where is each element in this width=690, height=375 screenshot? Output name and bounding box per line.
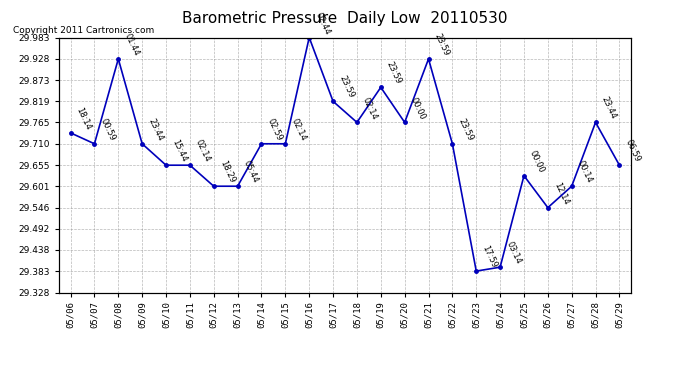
Text: 23:59: 23:59: [433, 32, 451, 57]
Text: 02:14: 02:14: [361, 96, 380, 121]
Text: 02:44: 02:44: [313, 11, 332, 36]
Text: 03:14: 03:14: [504, 240, 522, 266]
Text: 02:59: 02:59: [266, 117, 284, 142]
Text: 01:44: 01:44: [122, 32, 141, 57]
Text: 23:59: 23:59: [385, 60, 403, 86]
Text: Barometric Pressure  Daily Low  20110530: Barometric Pressure Daily Low 20110530: [182, 11, 508, 26]
Text: 23:44: 23:44: [146, 117, 165, 142]
Text: 17:59: 17:59: [480, 244, 499, 270]
Text: Copyright 2011 Cartronics.com: Copyright 2011 Cartronics.com: [13, 26, 154, 35]
Text: 18:29: 18:29: [218, 159, 236, 185]
Text: 00:59: 00:59: [99, 117, 117, 142]
Text: 02:14: 02:14: [290, 117, 308, 142]
Text: 15:44: 15:44: [170, 138, 188, 164]
Text: 06:59: 06:59: [624, 138, 642, 164]
Text: 23:44: 23:44: [600, 96, 618, 121]
Text: 18:14: 18:14: [75, 106, 93, 132]
Text: 23:59: 23:59: [337, 75, 355, 100]
Text: 02:14: 02:14: [194, 138, 213, 164]
Text: 23:59: 23:59: [457, 117, 475, 142]
Text: 00:14: 00:14: [576, 159, 594, 185]
Text: 00:00: 00:00: [408, 96, 427, 121]
Text: 00:00: 00:00: [528, 149, 546, 174]
Text: 12:14: 12:14: [552, 181, 570, 206]
Text: 05:44: 05:44: [241, 159, 260, 185]
